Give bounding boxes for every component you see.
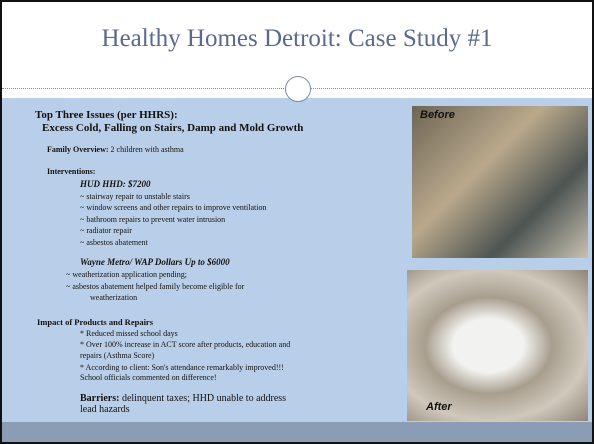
barriers-text: delinquent taxes; HHD unable to address <box>122 393 286 404</box>
hud-title: HUD HHD: $7200 <box>80 180 151 189</box>
footer-bar <box>2 422 592 442</box>
wap-item: ~ weatherization application pending; <box>66 271 187 279</box>
before-label: Before <box>420 110 455 121</box>
impact-line: repairs (Asthma Score) <box>80 352 154 360</box>
impact-line: School officials commented on difference… <box>80 374 217 382</box>
impact-line: * Over 100% increase in ACT score after … <box>80 341 290 349</box>
after-label: After <box>426 402 452 413</box>
family-text: 2 children with asthma <box>111 145 184 154</box>
issues-heading: Top Three Issues (per HHRS): <box>35 110 178 121</box>
divider-circle <box>285 76 311 102</box>
before-photo <box>412 106 588 258</box>
impact-line: * Reduced missed school days <box>80 330 178 338</box>
hud-item: ~ stairway repair to unstable stairs <box>80 193 190 201</box>
after-photo <box>407 270 588 421</box>
slide: Healthy Homes Detroit: Case Study #1 Bef… <box>0 0 594 444</box>
hud-item: ~ radiator repair <box>80 227 132 235</box>
title: Healthy Homes Detroit: Case Study #1 <box>2 26 592 51</box>
impact-heading: Impact of Products and Repairs <box>37 318 153 327</box>
barriers-label: Barriers: <box>80 393 119 404</box>
issues-list: Excess Cold, Falling on Stairs, Damp and… <box>42 123 303 134</box>
hud-item: ~ bathroom repairs to prevent water intr… <box>80 216 225 224</box>
hud-item: ~ asbestos abatement <box>80 239 148 247</box>
interventions-heading: Interventions: <box>47 168 95 176</box>
wap-item: weatherization <box>90 294 137 302</box>
wap-item: ~ asbestos abatement helped family becom… <box>66 283 244 291</box>
barriers-text: lead hazards <box>80 405 130 415</box>
family-label: Family Overview: <box>47 145 109 154</box>
hud-item: ~ window screens and other repairs to im… <box>80 204 267 212</box>
impact-line: * According to client: Son's attendance … <box>80 364 284 372</box>
wap-title: Wayne Metro/ WAP Dollars Up to $6000 <box>80 258 230 267</box>
